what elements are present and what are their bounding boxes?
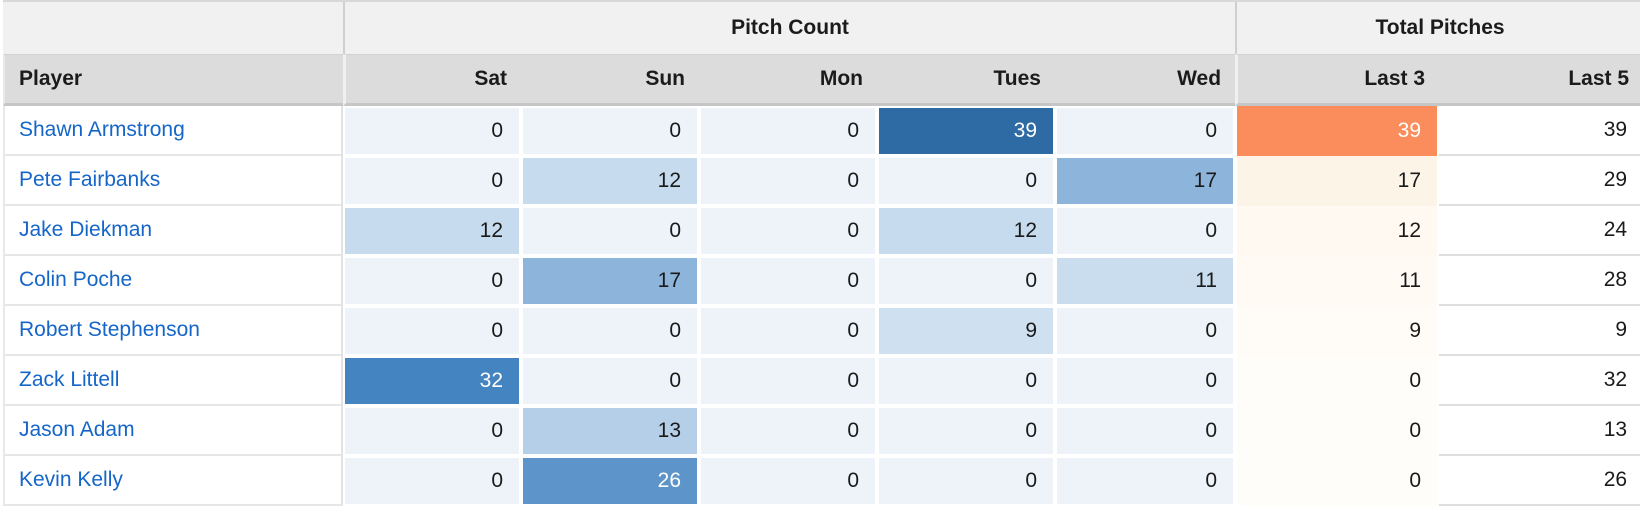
last5-total-cell: 29 [1439,156,1640,206]
col-header-last3: Last 3 [1235,54,1440,106]
player-link[interactable]: Robert Stephenson [19,318,200,341]
pitch-count-cell: 26 [521,456,699,506]
pitch-count-cell: 0 [877,456,1055,506]
pitch-count-cell: 9 [877,306,1055,356]
pitch-count-cell: 0 [343,106,521,156]
pitch-count-cell: 0 [699,106,877,156]
pitch-count-cell: 0 [1055,356,1236,406]
last3-total-cell: 11 [1235,256,1440,306]
player-link[interactable]: Jake Diekman [19,218,153,241]
pitch-count-cell: 0 [877,256,1055,306]
player-cell: Zack Littell [3,356,343,406]
pitch-count-cell: 17 [1055,156,1236,206]
player-link[interactable]: Colin Poche [19,268,133,291]
pitch-count-cell: 12 [343,206,521,256]
pitch-count-cell: 12 [877,206,1055,256]
last5-total-cell: 39 [1439,106,1640,156]
last3-total-cell: 0 [1235,356,1440,406]
pitch-count-cell: 0 [699,406,877,456]
col-header-sun: Sun [521,54,699,106]
pitch-count-cell: 0 [877,356,1055,406]
pitch-count-cell: 0 [699,156,877,206]
pitch-count-cell: 0 [699,256,877,306]
col-header-wed: Wed [1055,54,1236,106]
pitch-count-cell: 0 [699,356,877,406]
last3-total-cell: 0 [1235,406,1440,456]
player-cell: Pete Fairbanks [3,156,343,206]
pitch-count-cell: 0 [521,356,699,406]
last5-total-cell: 26 [1439,456,1640,506]
pitch-count-cell: 0 [877,156,1055,206]
pitch-count-cell: 0 [1055,306,1236,356]
table-row: Robert Stephenson 0 0 0 9 0 9 9 [3,306,1640,356]
pitch-count-cell: 0 [699,206,877,256]
table-row: Shawn Armstrong 0 0 0 39 0 39 39 [3,106,1640,156]
table-row: Kevin Kelly 0 26 0 0 0 0 26 [3,456,1640,506]
pitch-count-cell: 12 [521,156,699,206]
corner-cell [3,2,343,54]
pitch-count-cell: 32 [343,356,521,406]
col-header-sat: Sat [343,54,521,106]
group-header-row: Pitch Count Total Pitches [3,2,1640,54]
group-header-pitch-count: Pitch Count [343,2,1236,54]
player-link[interactable]: Kevin Kelly [19,468,123,491]
table-row: Colin Poche 0 17 0 0 11 11 28 [3,256,1640,306]
col-header-player: Player [3,54,343,106]
col-header-mon: Mon [699,54,877,106]
pitch-count-cell: 0 [699,306,877,356]
last3-total-cell: 9 [1235,306,1440,356]
pitch-count-cell: 0 [343,456,521,506]
last5-total-cell: 24 [1439,206,1640,256]
player-link[interactable]: Pete Fairbanks [19,168,161,191]
pitch-count-cell: 0 [343,306,521,356]
player-cell: Colin Poche [3,256,343,306]
pitch-count-cell: 0 [877,406,1055,456]
pitch-count-cell: 0 [521,206,699,256]
player-link[interactable]: Shawn Armstrong [19,118,185,141]
last3-total-cell: 12 [1235,206,1440,256]
pitch-count-cell: 17 [521,256,699,306]
player-cell: Jason Adam [3,406,343,456]
table-row: Jake Diekman 12 0 0 12 0 12 24 [3,206,1640,256]
player-cell: Jake Diekman [3,206,343,256]
pitch-count-cell: 0 [1055,206,1236,256]
pitch-count-cell: 11 [1055,256,1236,306]
player-link[interactable]: Jason Adam [19,418,135,441]
pitch-count-cell: 0 [343,156,521,206]
table-body: Shawn Armstrong 0 0 0 39 0 39 39 Pete Fairbanks 0… [3,106,1640,506]
player-cell: Shawn Armstrong [3,106,343,156]
player-cell: Robert Stephenson [3,306,343,356]
pitch-count-cell: 0 [521,306,699,356]
last3-total-cell: 39 [1235,106,1440,156]
last5-total-cell: 32 [1439,356,1640,406]
pitch-count-cell: 0 [521,106,699,156]
pitch-count-cell: 0 [1055,406,1236,456]
player-link[interactable]: Zack Littell [19,368,120,391]
last5-total-cell: 13 [1439,406,1640,456]
col-header-tues: Tues [877,54,1055,106]
table-row: Jason Adam 0 13 0 0 0 0 13 [3,406,1640,456]
pitch-count-cell: 0 [343,406,521,456]
last5-total-cell: 28 [1439,256,1640,306]
column-header-row: Player Sat Sun Mon Tues Wed Last 3 Last … [3,54,1640,106]
pitch-count-table: Pitch Count Total Pitches Player Sat Sun… [3,0,1640,506]
pitch-count-cell: 0 [343,256,521,306]
pitch-count-cell: 13 [521,406,699,456]
player-cell: Kevin Kelly [3,456,343,506]
pitch-count-cell: 0 [699,456,877,506]
last5-total-cell: 9 [1439,306,1640,356]
last3-total-cell: 17 [1235,156,1440,206]
pitch-count-cell: 0 [1055,456,1236,506]
table-row: Zack Littell 32 0 0 0 0 0 32 [3,356,1640,406]
col-header-last5: Last 5 [1439,54,1640,106]
pitch-count-cell: 39 [877,106,1055,156]
table-row: Pete Fairbanks 0 12 0 0 17 17 29 [3,156,1640,206]
last3-total-cell: 0 [1235,456,1440,506]
pitch-count-cell: 0 [1055,106,1236,156]
group-header-total-pitches: Total Pitches [1235,2,1640,54]
